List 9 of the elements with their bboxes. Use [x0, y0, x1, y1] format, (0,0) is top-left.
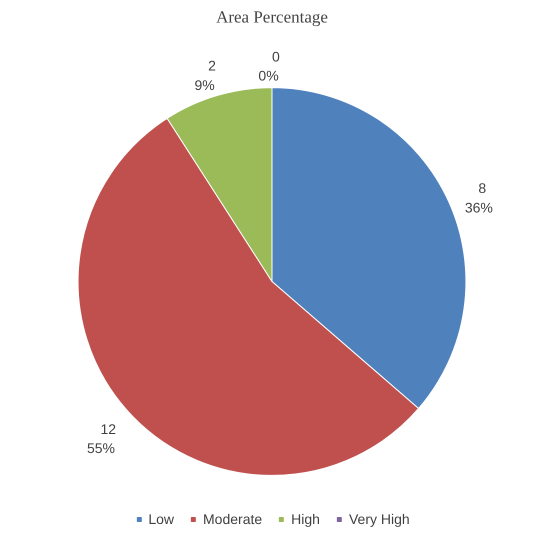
legend-label: Low — [148, 511, 174, 527]
legend-label: Moderate — [203, 511, 262, 527]
data-label: 12 55% — [86, 420, 116, 456]
legend-label: Very High — [348, 511, 410, 527]
data-label: 2 9% — [194, 58, 216, 93]
legend-label: High — [291, 511, 320, 527]
data-label: 8 36% — [464, 180, 493, 216]
chart-title: Area Percentage — [216, 8, 328, 26]
text: 0 0% — [258, 48, 280, 84]
